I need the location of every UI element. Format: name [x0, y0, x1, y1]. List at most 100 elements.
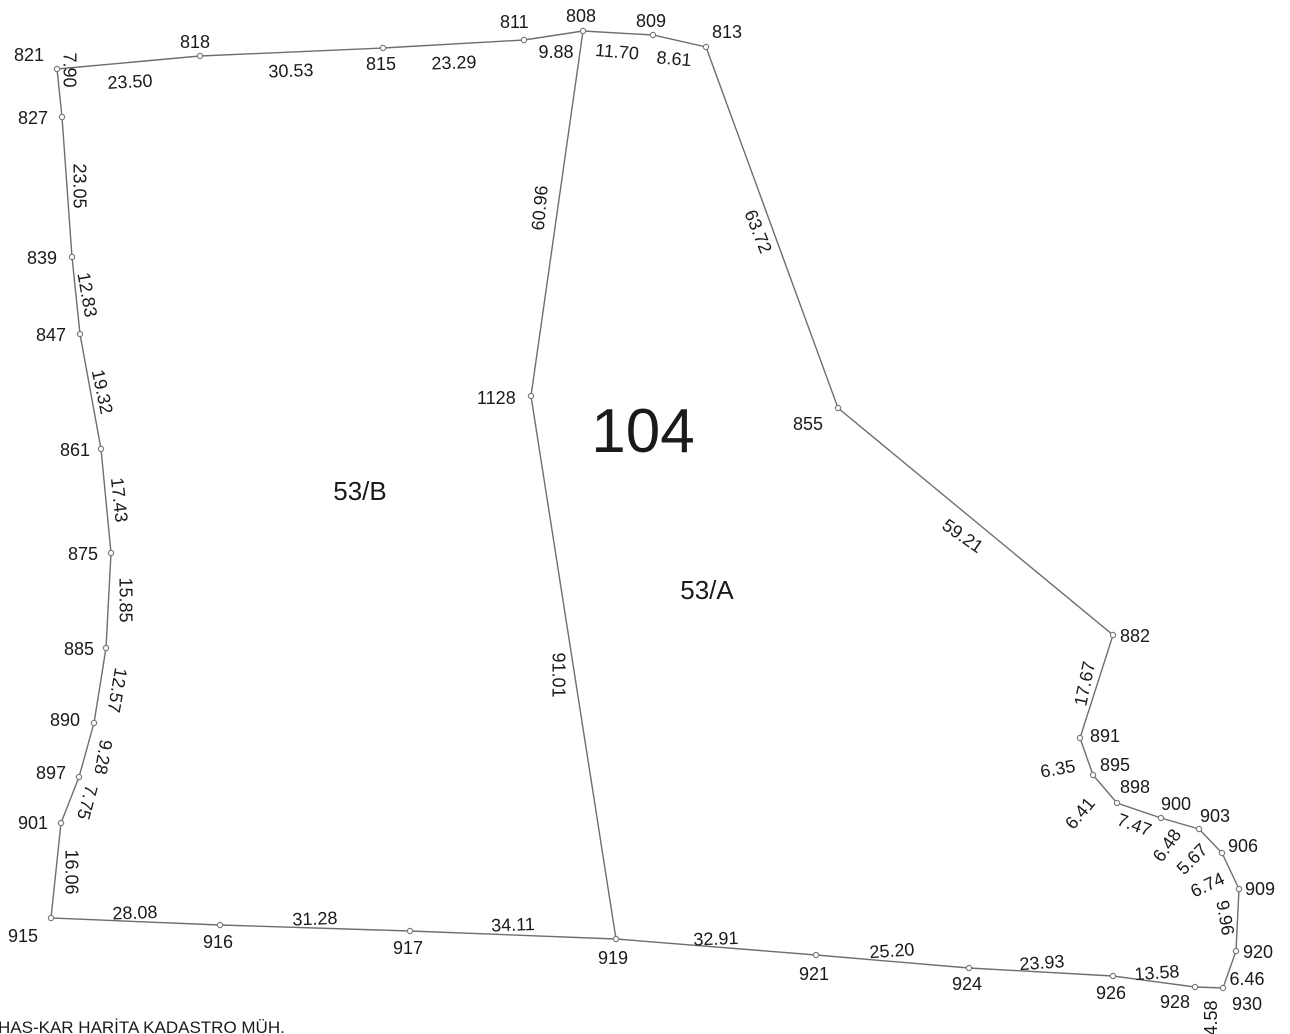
survey-point-marker — [1076, 734, 1084, 742]
survey-point-label: 827 — [18, 108, 48, 128]
survey-point-label: 903 — [1200, 806, 1230, 826]
survey-point-label: 924 — [952, 974, 982, 994]
survey-point-label: 926 — [1096, 983, 1126, 1003]
distance-label: 23.50 — [107, 71, 153, 93]
survey-point-marker — [1191, 983, 1199, 991]
distance-labels: 7.9023.0512.8319.3217.4315.8512.579.287.… — [59, 40, 1264, 1034]
distance-label: 13.58 — [1134, 961, 1180, 984]
distance-label: 16.06 — [61, 849, 81, 894]
survey-point-marker — [47, 914, 55, 922]
parcel-division-line — [530, 30, 584, 397]
distance-label: 8.61 — [656, 47, 693, 70]
survey-point-marker — [68, 253, 76, 261]
distance-label: 59.21 — [939, 515, 987, 557]
survey-point-label: 861 — [60, 440, 90, 460]
distance-label: 9.88 — [538, 42, 573, 62]
survey-point-label: 811 — [500, 12, 529, 32]
distance-label: 91.01 — [548, 652, 568, 697]
distance-label: 60.96 — [528, 185, 552, 232]
survey-point-label: 1128 — [477, 388, 516, 408]
distance-label: 32.91 — [693, 928, 739, 950]
distance-label: 15.85 — [115, 577, 135, 622]
survey-point-label: 900 — [1161, 794, 1191, 814]
survey-point-marker — [527, 392, 535, 400]
block-number-label: 104 — [591, 397, 694, 466]
survey-point-label: 821 — [14, 45, 44, 65]
distance-label: 11.70 — [594, 40, 639, 64]
survey-point-marker — [834, 404, 842, 412]
survey-point-label: 906 — [1228, 836, 1258, 856]
distance-label: 7.75 — [73, 783, 101, 822]
survey-point-label: 882 — [1120, 626, 1150, 646]
survey-point-label: 897 — [36, 763, 66, 783]
parcel-division-line — [530, 395, 617, 940]
survey-point-label: 895 — [1100, 755, 1130, 775]
survey-points — [47, 27, 1243, 992]
distance-label: 17.67 — [1070, 660, 1099, 708]
block-outer-boundary — [50, 30, 1240, 989]
survey-point-marker — [649, 31, 657, 39]
survey-point-marker — [406, 927, 414, 935]
parcel-label-53b: 53/B — [333, 476, 387, 506]
survey-point-label: 813 — [712, 22, 742, 42]
distance-label: 30.53 — [268, 60, 314, 82]
survey-point-label: 898 — [1120, 777, 1150, 797]
survey-point-marker — [579, 27, 587, 35]
distance-label: 6.41 — [1061, 793, 1099, 833]
distance-label: 7.90 — [59, 52, 79, 87]
parcel-boundaries — [50, 30, 1240, 989]
survey-point-marker — [379, 44, 387, 52]
distance-label: 31.28 — [292, 908, 338, 930]
distance-label: 9.96 — [1212, 899, 1238, 937]
survey-point-marker — [216, 921, 224, 929]
survey-point-label: 930 — [1232, 994, 1262, 1014]
survey-point-label: 890 — [50, 710, 80, 730]
survey-point-label: 891 — [1090, 726, 1120, 746]
survey-point-label: 809 — [636, 11, 666, 31]
survey-point-marker — [1232, 947, 1240, 955]
distance-label: 23.05 — [69, 163, 89, 208]
survey-point-label: 855 — [793, 414, 823, 434]
parcel-label-53a: 53/A — [680, 575, 734, 605]
survey-point-label: 915 — [8, 926, 38, 946]
survey-point-marker — [75, 773, 83, 781]
survey-point-label: 901 — [18, 813, 48, 833]
distance-label: 17.43 — [107, 476, 132, 523]
survey-point-label: 919 — [598, 948, 628, 968]
survey-point-marker — [965, 964, 973, 972]
survey-point-marker — [1109, 631, 1117, 639]
survey-point-marker — [1113, 799, 1121, 807]
distance-label: 12.57 — [103, 666, 131, 714]
survey-point-label: 928 — [1160, 992, 1190, 1012]
survey-point-label: 818 — [180, 32, 210, 52]
survey-point-label: 875 — [68, 544, 98, 564]
survey-point-marker — [702, 43, 710, 51]
survey-point-label: 916 — [203, 932, 233, 952]
survey-point-marker — [1219, 984, 1227, 992]
distance-label: 63.72 — [740, 207, 775, 256]
distance-label: 23.29 — [431, 52, 477, 74]
survey-point-label: 839 — [27, 248, 57, 268]
survey-point-marker — [520, 36, 528, 44]
distance-label: 6.46 — [1229, 969, 1264, 989]
survey-point-marker — [1157, 814, 1165, 822]
survey-point-marker — [97, 445, 105, 453]
survey-point-label: 917 — [393, 938, 423, 958]
survey-point-label: 921 — [799, 964, 829, 984]
distance-label: 25.20 — [869, 939, 915, 962]
survey-point-label: 808 — [566, 6, 596, 26]
distance-label: 23.93 — [1019, 951, 1065, 974]
distance-label: 19.32 — [88, 368, 117, 416]
survey-point-marker — [76, 330, 84, 338]
distance-label: 34.11 — [491, 914, 535, 936]
survey-point-label: 885 — [64, 639, 94, 659]
survey-point-marker — [107, 549, 115, 557]
distance-label: 4.58 — [1201, 1000, 1221, 1034]
survey-point-label: 815 — [366, 54, 396, 74]
surveyor-footer-text: HAS-KAR HARİTA KADASTRO MÜH. — [0, 1018, 285, 1034]
distance-label: 6.74 — [1187, 868, 1227, 901]
survey-point-marker — [812, 951, 820, 959]
distance-label: 9.28 — [90, 738, 116, 776]
survey-point-marker — [1089, 771, 1097, 779]
